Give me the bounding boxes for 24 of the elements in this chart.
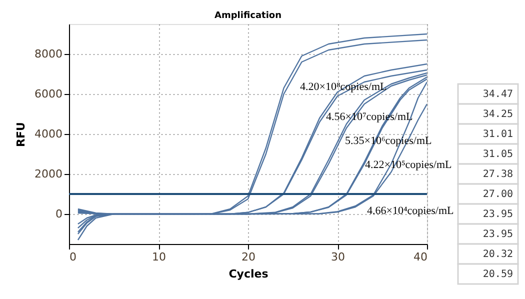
y-tick-label: 2000 [34,168,62,180]
text: 27.00 [482,189,513,200]
text: 23.95 [482,229,513,240]
x-tick-label: 0 [70,250,76,264]
y-tick-label: 0 [56,208,62,220]
text: 23.95 [482,209,513,220]
y-tick-label: 8000 [34,48,62,60]
annotation: 4.66×10⁴copies/mL [367,205,454,217]
x-tick-label: 40 [414,250,428,264]
chart-title: Amplification [214,11,282,21]
text: 34.47 [482,89,513,100]
x-axis-title: Cycles [228,268,269,280]
text: 31.05 [482,149,513,160]
y-tick-label: 4000 [34,128,62,140]
y-axis-title: RFU [14,122,28,147]
text: 27.38 [482,169,513,180]
text: 31.01 [482,129,513,140]
x-tick-label: 20 [242,250,256,264]
text: 20.59 [482,269,513,280]
text: 20.32 [482,249,513,260]
text: 34.25 [482,109,513,120]
y-tick-label: 6000 [34,88,62,100]
x-tick-label: 30 [331,250,345,264]
x-tick-label: 10 [152,250,166,264]
